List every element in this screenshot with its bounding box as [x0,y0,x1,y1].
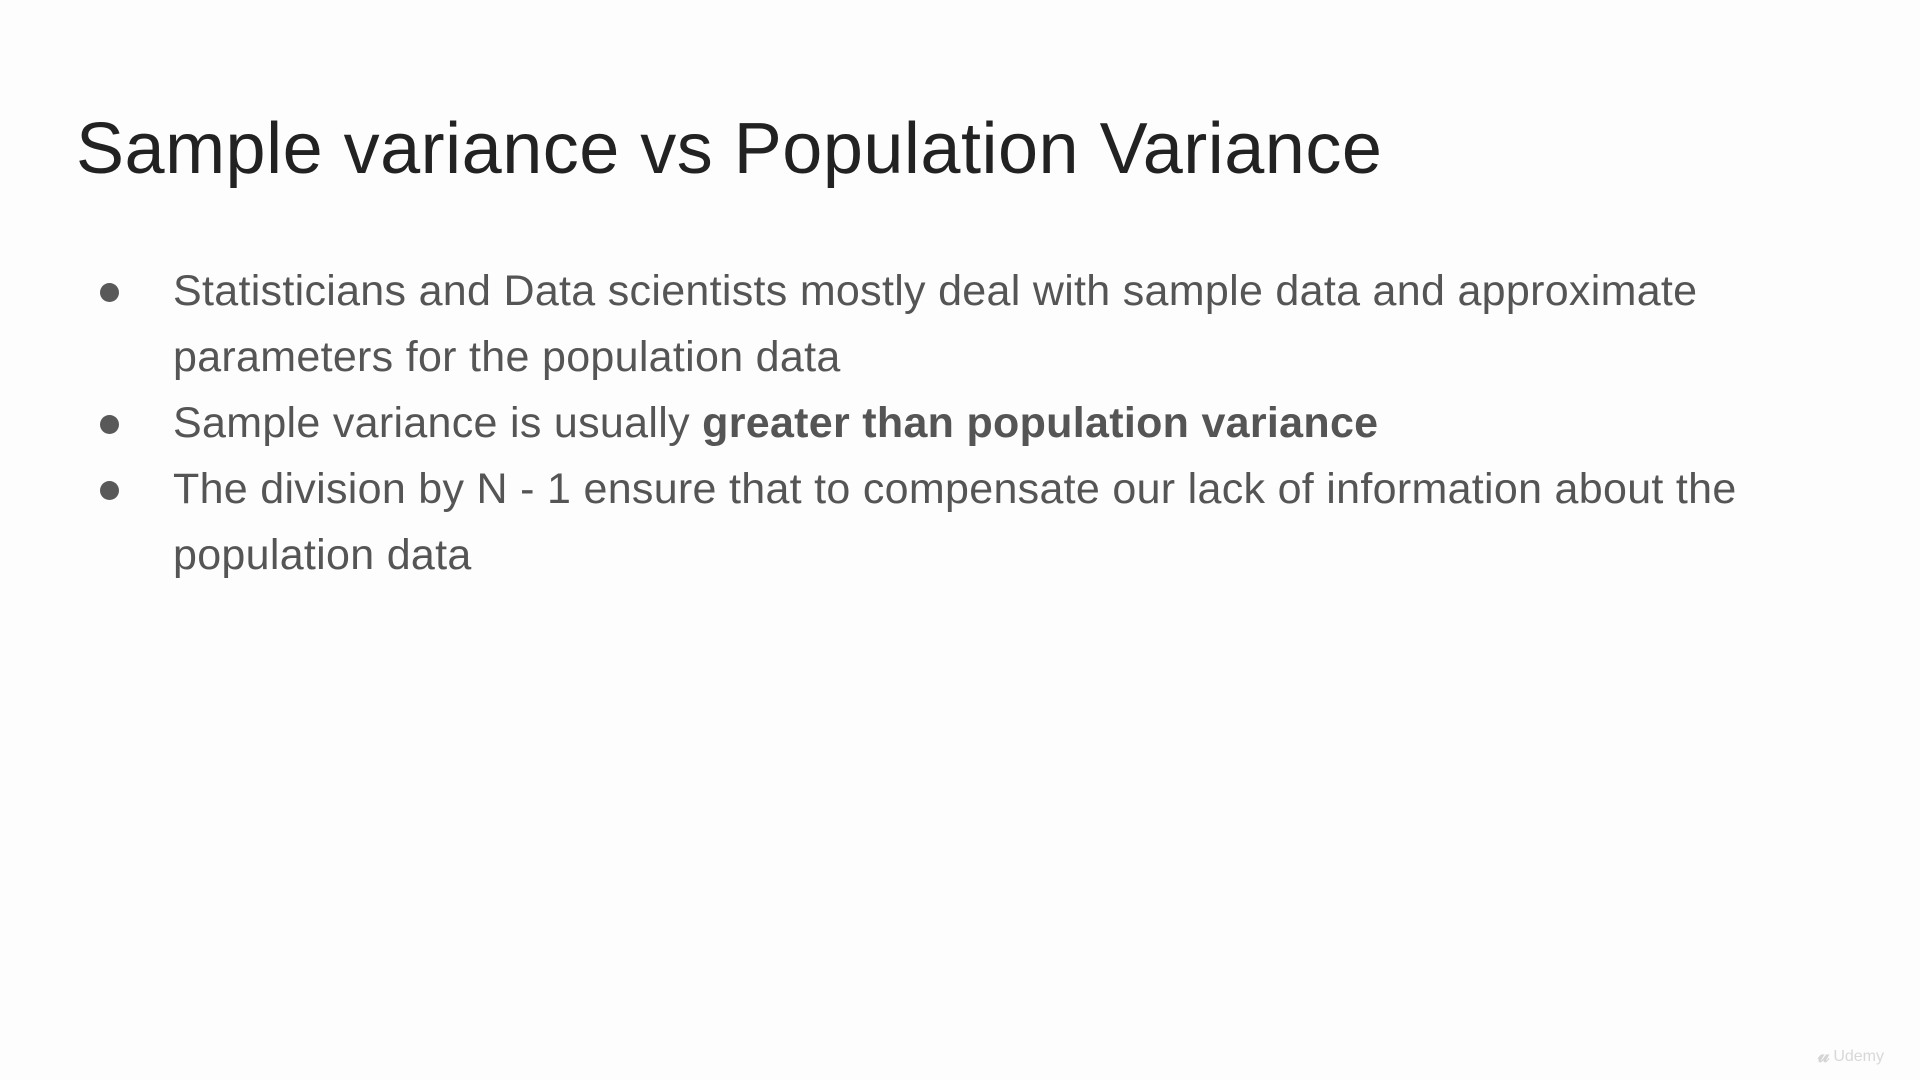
bullet-icon [100,415,119,434]
bullet-icon [100,481,119,500]
bullet-list: Statisticians and Data scientists mostly… [96,258,1856,588]
bullet-icon [100,283,119,302]
udemy-logo-icon: 𝓊 [1818,1045,1830,1067]
bullet-item: Statisticians and Data scientists mostly… [96,258,1856,390]
bullet-text: The division by N - 1 ensure that to com… [173,465,1737,579]
slide-title: Sample variance vs Population Variance [76,109,1383,189]
bullet-bold-text: greater than population variance [702,399,1379,447]
watermark: 𝓊 Udemy [1818,1045,1884,1068]
bullet-item: Sample variance is usually greater than … [96,390,1856,456]
bullet-item: The division by N - 1 ensure that to com… [96,456,1856,588]
bullet-text: Sample variance is usually [173,399,703,447]
bullet-text: Statisticians and Data scientists mostly… [173,267,1698,381]
watermark-label: Udemy [1833,1047,1884,1065]
